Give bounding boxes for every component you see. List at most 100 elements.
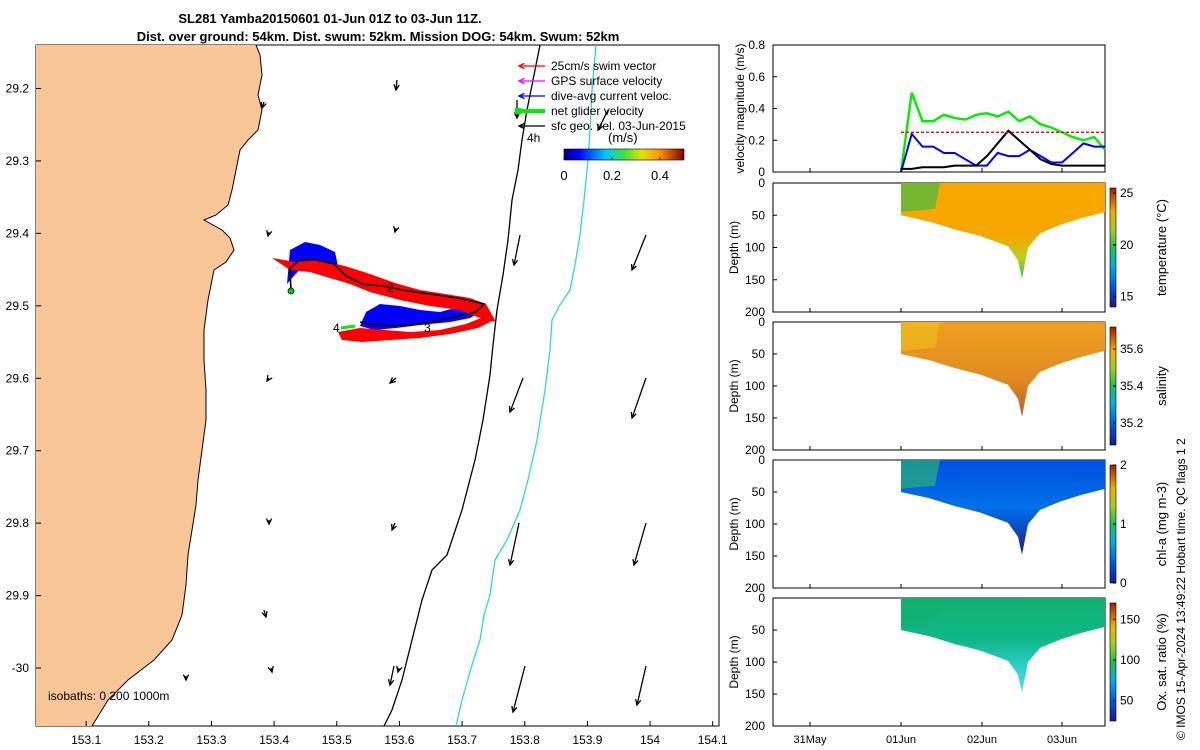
legend-arrow [517, 77, 545, 85]
time-tick-label: 02Jun [967, 734, 997, 746]
velocity-y-tick-label: 0.4 [748, 102, 765, 116]
velocity-ylabel: velocity magnitude (m/s) [733, 43, 747, 173]
colorbar-tick-label: 0 [560, 168, 567, 183]
geo-vel-arrow [182, 674, 190, 682]
map-x-tick-label: 153.7 [447, 733, 477, 747]
map-x-tick-label: 153.5 [322, 733, 352, 747]
colorbar-gradient [563, 148, 685, 161]
depth-tick-label: 150 [745, 549, 765, 563]
velocity-y-tick-label: 0.8 [748, 38, 765, 52]
geo-vel-arrow [393, 79, 400, 92]
cbar-tick-label: 35.4 [1120, 379, 1144, 393]
depth-tick-label: 200 [745, 581, 765, 595]
track-label-4h: 4h [527, 131, 540, 145]
legend-arrow [517, 62, 545, 70]
section-fill [901, 598, 1105, 693]
legend-label: net glider velocity [551, 104, 644, 118]
legend-label: dive-avg current veloc. [551, 89, 672, 103]
geo-vel-arrow [630, 377, 647, 420]
isobath-200 [383, 44, 541, 727]
cbar-tick-label: 50 [1120, 694, 1134, 708]
map-y-tick-label: 29.3 [6, 154, 30, 168]
depth-tick-label: 0 [758, 453, 765, 467]
depth-tick-label: 50 [752, 485, 766, 499]
depth-tick-label: 0 [758, 591, 765, 605]
map-y-tick-label: 29.7 [6, 444, 30, 458]
section-patch [901, 322, 940, 351]
geo-vel-arrow [265, 518, 273, 526]
map-y-tick-label: 29.4 [6, 226, 30, 240]
map-colorbar: (m/s) 0 0.2 0.4 [560, 130, 685, 183]
time-tick-label: 03Jun [1047, 734, 1077, 746]
oxygen-panel: 0 50 100 150 200 Depth (m) 50 100 150 Ox. sat. ra… [727, 591, 1169, 733]
geo-vel-arrow [508, 377, 524, 414]
cbar-tick-label: 1 [1120, 517, 1127, 531]
cbar-label: chl-a (mg m-3) [1154, 482, 1169, 567]
track-label-2: 2 [387, 281, 394, 295]
panel-colorbar [1109, 187, 1117, 308]
section-fill [901, 322, 1105, 417]
salinity-panel: 0 50 100 150 200 Depth (m) 35.2 35.4 35.6 salinit… [727, 315, 1169, 457]
depth-tick-label: 50 [752, 347, 766, 361]
geo-vel-arrow [511, 234, 521, 267]
depth-tick-label: 100 [745, 241, 765, 255]
depth-tick-label: 150 [745, 411, 765, 425]
geo-vel-arrow [511, 665, 526, 714]
depth-ylabel: Depth (m) [727, 635, 741, 688]
time-tick-label: 01Jun [886, 734, 916, 746]
geo-vel-arrow [387, 665, 395, 687]
legend-label: sfc geo. vel. 03-Jun-2015 [551, 119, 686, 133]
chla-panel: 0 50 100 150 200 Depth (m) 0 1 2 chl-a (mg m-3) [727, 453, 1169, 595]
velocity-y-tick-label: 0.2 [748, 133, 765, 147]
geo-vel-arrow [266, 374, 273, 383]
section-patch [901, 183, 940, 213]
section-patch [901, 460, 940, 489]
coastline [91, 44, 263, 727]
colorbar-label: (m/s) [608, 130, 638, 145]
legend-entry: dive-avg current veloc. [517, 89, 672, 103]
legend-label: GPS surface velocity [551, 74, 662, 88]
map-x-tick-label: 153.9 [572, 733, 602, 747]
velocity-series-1 [900, 131, 1105, 173]
legend-entry: 25cm/s swim vector [517, 59, 656, 73]
swim-vectors-north [272, 258, 496, 322]
velocity-series-0 [899, 92, 1106, 173]
title-line-1: SL281 Yamba20150601 01-Jun 01Z to 03-Jun… [178, 11, 481, 26]
map-y-tick-label: 29.9 [6, 589, 30, 603]
credit-text: © IMOS 15-Apr-2024 13:49:22 Hobart time.… [1174, 438, 1188, 740]
depth-tick-label: 50 [752, 623, 766, 637]
map-y-tick-label: -30 [12, 661, 30, 675]
cbar-tick-label: 15 [1120, 290, 1134, 304]
velocity-y-tick-label: 0 [758, 165, 765, 179]
colorbar-tick-label: 0.2 [603, 168, 621, 183]
map-x-tick-label: 154.1 [698, 733, 728, 747]
sfc-geo-velocity-arrows [182, 79, 647, 714]
panel-colorbar [1109, 602, 1117, 722]
depth-tick-label: 200 [745, 719, 765, 733]
cbar-tick-label: 2 [1120, 458, 1127, 472]
map-y-tick-label: 29.8 [6, 516, 30, 530]
depth-ylabel: Depth (m) [727, 221, 741, 274]
geo-vel-arrow [260, 101, 267, 110]
land [36, 45, 262, 726]
map-y-tick-label: 29.5 [6, 299, 30, 313]
net-velocity-mark [340, 324, 356, 330]
map-x-tick-label: 153.1 [71, 733, 101, 747]
track-map: 4h 2 3 4 153.1 153.2 153.3 153.4 153.5 153.6 1… [6, 44, 728, 747]
section-patch [901, 598, 940, 627]
geo-vel-arrow [261, 609, 268, 619]
depth-tick-label: 50 [752, 208, 766, 222]
depth-tick-label: 150 [745, 273, 765, 287]
map-y-tick-label: 29.2 [6, 81, 30, 95]
section-fill [901, 460, 1105, 555]
swim-vectors-south [338, 316, 494, 342]
depth-tick-label: 100 [745, 517, 765, 531]
velocity-series-2 [901, 129, 1105, 170]
depth-tick-label: 0 [758, 315, 765, 329]
cbar-label: Ox. sat. ratio (%) [1154, 613, 1169, 711]
depth-tick-label: 100 [745, 655, 765, 669]
geo-vel-arrow [635, 665, 647, 707]
